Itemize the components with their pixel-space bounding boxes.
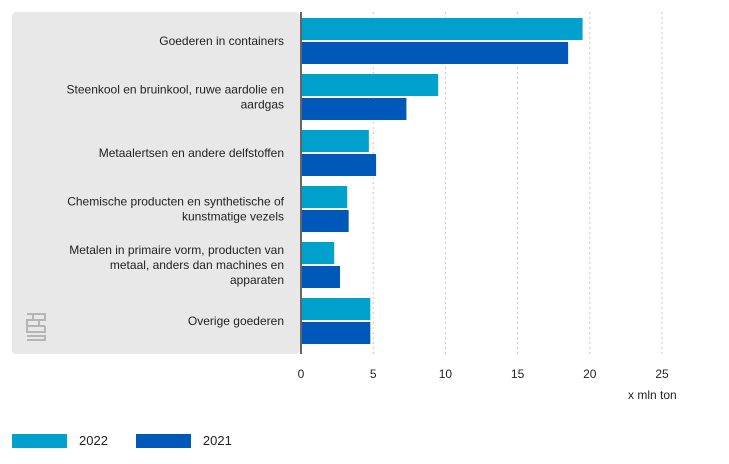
bar-2021 — [302, 98, 407, 120]
x-tick-label: 20 — [583, 367, 597, 381]
x-tick-label: 15 — [511, 367, 525, 381]
category-label: Chemische producten en synthetische of — [67, 195, 284, 209]
category-panel — [12, 12, 300, 354]
category-label: metaal, anders dan machines en — [110, 258, 284, 272]
bar-2021 — [302, 154, 377, 176]
x-tick-label: 0 — [298, 367, 305, 381]
x-tick-label: 10 — [439, 367, 453, 381]
category-label: apparaten — [230, 273, 284, 287]
cbs-logo — [26, 313, 46, 341]
x-axis-unit-label: x mln ton — [628, 388, 677, 402]
legend-item-2021: 2021 — [135, 433, 232, 448]
bar-2021 — [302, 210, 349, 232]
legend-label-2021: 2021 — [202, 433, 232, 448]
legend-item-2022: 2022 — [12, 433, 108, 448]
category-label: Overige goederen — [188, 314, 284, 328]
legend-swatch-2021 — [135, 433, 191, 448]
category-label: Goederen in containers — [159, 34, 284, 48]
bar-2022 — [302, 298, 371, 320]
legend: 2022 2021 — [12, 433, 232, 448]
bar-2022 — [302, 74, 439, 96]
bar-2022 — [302, 186, 348, 208]
bar-2021 — [302, 42, 569, 64]
bar-2022 — [302, 242, 335, 264]
category-label: Steenkool en bruinkool, ruwe aardolie en — [67, 83, 284, 97]
category-label: aardgas — [241, 98, 284, 112]
category-label: Metalen in primaire vorm, producten van — [69, 243, 284, 257]
legend-label-2022: 2022 — [79, 433, 108, 448]
category-label: kunstmatige vezels — [182, 210, 284, 224]
x-tick-label: 5 — [370, 367, 377, 381]
category-label: Metaalertsen en andere delfstoffen — [99, 146, 284, 160]
x-tick-label: 25 — [655, 367, 669, 381]
bar-2021 — [302, 266, 340, 288]
bar-2022 — [302, 130, 369, 152]
legend-swatch-2022 — [12, 433, 67, 448]
bar-2022 — [302, 18, 583, 40]
bar-2021 — [302, 322, 371, 344]
